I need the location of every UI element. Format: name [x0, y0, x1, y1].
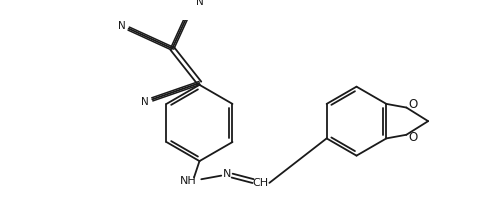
Text: N: N: [141, 97, 149, 107]
Text: N: N: [223, 169, 231, 179]
Text: O: O: [408, 98, 417, 111]
Text: N: N: [196, 0, 204, 7]
Text: CH: CH: [252, 178, 268, 188]
Text: NH: NH: [180, 176, 197, 186]
Text: N: N: [117, 21, 125, 31]
Text: O: O: [408, 131, 417, 144]
